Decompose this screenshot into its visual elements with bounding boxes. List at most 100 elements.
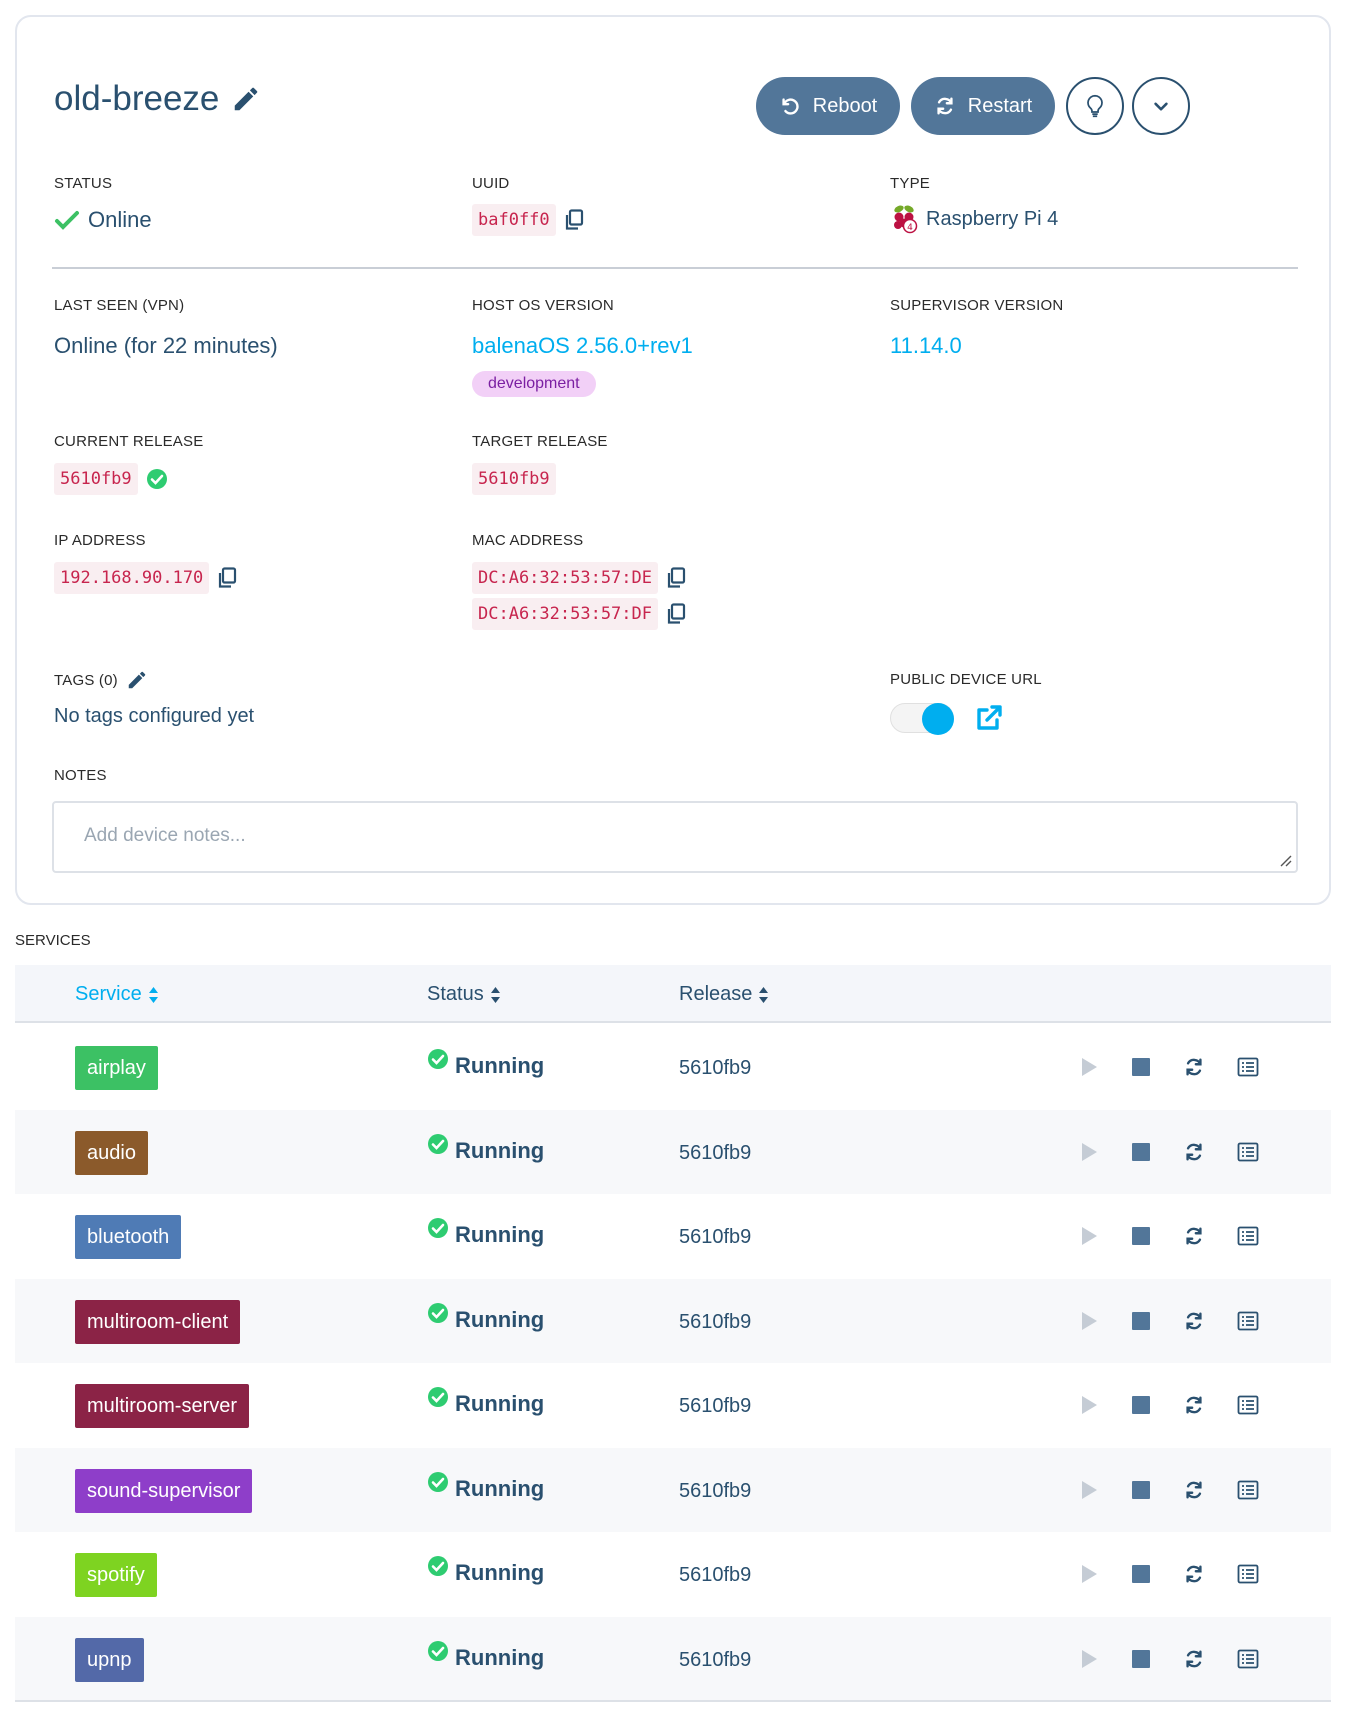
toggle-knob bbox=[922, 703, 954, 735]
service-status: Running bbox=[427, 1133, 544, 1164]
service-tag-multiroom-server: multiroom-server bbox=[75, 1384, 250, 1428]
logs-icon[interactable] bbox=[1237, 1479, 1259, 1501]
service-release: 5610fb9 bbox=[679, 1564, 752, 1586]
play-icon[interactable] bbox=[1078, 1648, 1100, 1670]
reboot-button[interactable]: Reboot bbox=[756, 77, 900, 135]
restart-icon[interactable] bbox=[1183, 1141, 1205, 1163]
services-label: SERVICES bbox=[15, 932, 91, 949]
play-icon[interactable] bbox=[1078, 1563, 1100, 1585]
copy-mac-1-icon[interactable] bbox=[666, 567, 686, 589]
supervisor-link[interactable]: 11.14.0 bbox=[890, 333, 962, 358]
mac-address-value-1: DC:A6:32:53:57:DE bbox=[472, 562, 686, 594]
edit-name-pencil-icon[interactable] bbox=[231, 84, 261, 114]
play-icon[interactable] bbox=[1078, 1310, 1100, 1332]
external-link-icon[interactable] bbox=[974, 703, 1004, 733]
stop-icon[interactable] bbox=[1130, 1225, 1152, 1247]
service-status: Running bbox=[427, 1471, 544, 1502]
target-release-value: 5610fb9 bbox=[472, 463, 556, 495]
host-os-link[interactable]: balenaOS 2.56.0+rev1 bbox=[472, 333, 693, 358]
table-row: bluetooth Running 5610fb9 bbox=[15, 1194, 1331, 1278]
svg-text:4: 4 bbox=[907, 223, 913, 233]
stop-icon[interactable] bbox=[1130, 1563, 1152, 1585]
notes-label: NOTES bbox=[54, 767, 107, 784]
logs-icon[interactable] bbox=[1237, 1394, 1259, 1416]
column-header-release[interactable]: Release bbox=[679, 983, 769, 1006]
undo-icon bbox=[782, 98, 799, 115]
sync-icon bbox=[937, 97, 953, 115]
mac-address-label: MAC ADDRESS bbox=[472, 532, 584, 549]
logs-icon[interactable] bbox=[1237, 1056, 1259, 1078]
service-status: Running bbox=[427, 1556, 544, 1586]
service-release: 5610fb9 bbox=[679, 1057, 752, 1079]
service-status: Running bbox=[427, 1302, 544, 1333]
play-icon[interactable] bbox=[1078, 1056, 1100, 1078]
more-actions-button[interactable] bbox=[1132, 77, 1190, 135]
logs-icon[interactable] bbox=[1237, 1310, 1259, 1332]
public-url-controls bbox=[890, 703, 1004, 735]
service-status: Running bbox=[427, 1640, 544, 1671]
service-tag-audio: audio bbox=[75, 1130, 148, 1175]
check-circle-icon bbox=[428, 1556, 448, 1576]
host-os-label: HOST OS VERSION bbox=[472, 297, 614, 314]
restart-icon[interactable] bbox=[1183, 1648, 1205, 1670]
stop-icon[interactable] bbox=[1130, 1141, 1152, 1163]
type-value: 4 Raspberry Pi 4 bbox=[890, 204, 1058, 234]
logs-icon[interactable] bbox=[1237, 1563, 1259, 1585]
resize-handle-icon[interactable] bbox=[1278, 853, 1292, 867]
logs-icon[interactable] bbox=[1237, 1141, 1259, 1163]
restart-icon[interactable] bbox=[1183, 1056, 1205, 1078]
uuid-value: baf0ff0 bbox=[472, 204, 584, 236]
stop-icon[interactable] bbox=[1130, 1056, 1152, 1078]
checkmark-icon bbox=[55, 211, 79, 230]
service-release: 5610fb9 bbox=[679, 1226, 752, 1248]
service-release: 5610fb9 bbox=[679, 1141, 752, 1164]
play-icon[interactable] bbox=[1078, 1225, 1100, 1247]
restart-icon[interactable] bbox=[1183, 1479, 1205, 1501]
restart-icon[interactable] bbox=[1183, 1310, 1205, 1332]
services-table-header: Service Status Release bbox=[15, 965, 1331, 1023]
restart-icon[interactable] bbox=[1183, 1225, 1205, 1247]
table-row: spotify Running 5610fb9 bbox=[15, 1532, 1331, 1616]
public-url-label: PUBLIC DEVICE URL bbox=[890, 671, 1042, 688]
check-circle-icon bbox=[428, 1387, 448, 1407]
service-tag-upnp: upnp bbox=[75, 1637, 144, 1682]
service-tag-multiroom-client: multiroom-client bbox=[75, 1299, 241, 1344]
stop-icon[interactable] bbox=[1130, 1394, 1152, 1416]
public-url-toggle[interactable] bbox=[890, 703, 954, 735]
status-label: STATUS bbox=[54, 175, 113, 192]
service-release: 5610fb9 bbox=[679, 1310, 752, 1333]
play-icon[interactable] bbox=[1078, 1141, 1100, 1163]
table-row: upnp Running 5610fb9 bbox=[15, 1616, 1331, 1701]
mac-address-value-2: DC:A6:32:53:57:DF bbox=[472, 598, 686, 630]
check-circle-icon bbox=[428, 1218, 448, 1238]
restart-icon[interactable] bbox=[1183, 1563, 1205, 1585]
copy-uuid-icon[interactable] bbox=[564, 209, 584, 231]
table-row: multiroom-server Running 5610fb9 bbox=[15, 1363, 1331, 1447]
tags-value: No tags configured yet bbox=[54, 705, 255, 727]
column-header-status[interactable]: Status bbox=[427, 983, 501, 1006]
table-row: sound-supervisor Running 5610fb9 bbox=[15, 1447, 1331, 1532]
stop-icon[interactable] bbox=[1130, 1479, 1152, 1501]
identify-button[interactable] bbox=[1066, 77, 1124, 135]
section-divider bbox=[52, 267, 1298, 269]
copy-mac-2-icon[interactable] bbox=[666, 603, 686, 625]
play-icon[interactable] bbox=[1078, 1394, 1100, 1416]
service-status: Running bbox=[427, 1049, 544, 1079]
stop-icon[interactable] bbox=[1130, 1648, 1152, 1670]
service-status: Running bbox=[427, 1218, 544, 1248]
supervisor-label: SUPERVISOR VERSION bbox=[890, 297, 1064, 314]
device-details-card: old-breeze Reboot Restart STATUS Online … bbox=[15, 15, 1331, 905]
logs-icon[interactable] bbox=[1237, 1225, 1259, 1247]
restart-icon[interactable] bbox=[1183, 1394, 1205, 1416]
service-release: 5610fb9 bbox=[679, 1479, 752, 1502]
stop-icon[interactable] bbox=[1130, 1310, 1152, 1332]
type-label: TYPE bbox=[890, 175, 930, 192]
edit-tags-pencil-icon[interactable] bbox=[126, 669, 148, 691]
restart-button[interactable]: Restart bbox=[911, 77, 1055, 135]
logs-icon[interactable] bbox=[1237, 1648, 1259, 1670]
column-header-service[interactable]: Service bbox=[75, 983, 159, 1006]
play-icon[interactable] bbox=[1078, 1479, 1100, 1501]
copy-ip-icon[interactable] bbox=[217, 567, 237, 589]
service-tag-bluetooth: bluetooth bbox=[75, 1215, 182, 1259]
notes-textarea[interactable]: Add device notes... bbox=[52, 801, 1298, 873]
